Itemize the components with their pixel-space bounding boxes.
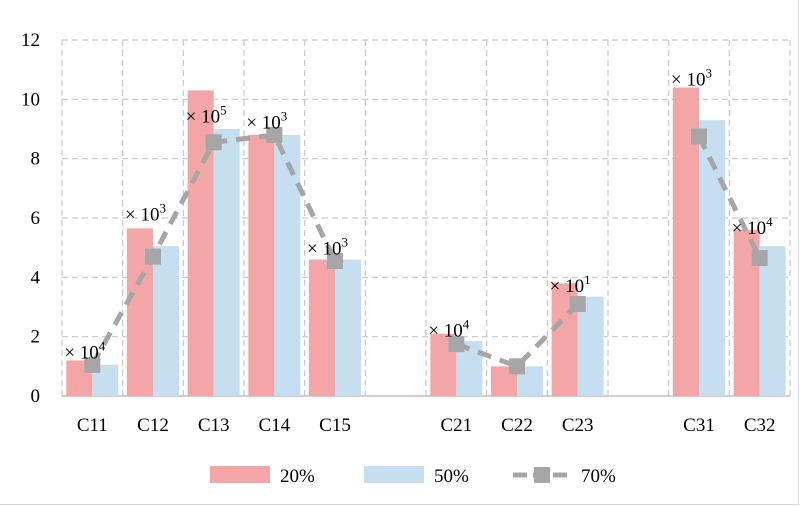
bar-50-c12 [153,246,179,396]
gridlines [61,39,791,397]
annotation-c14: × 103 [246,109,287,134]
annotation-c21: × 104 [428,316,469,341]
y-tick-label: 0 [31,386,41,407]
annotation-c32: × 104 [732,214,773,239]
marker-70-c22 [509,358,525,375]
annotation-c23: × 101 [550,272,591,297]
y-tick-label: 4 [31,267,41,288]
x-tick-label: C31 [683,415,715,436]
annotation-c15: × 103 [307,235,348,260]
x-tick-label: C13 [198,415,230,436]
x-tick-label: C12 [137,415,169,436]
marker-70-c31 [691,128,707,145]
y-tick-label: 10 [21,89,40,110]
marker-70-c11 [84,356,101,373]
legend-swatch-20 [210,466,270,483]
y-axis: 0 2 4 6 8 10 12 [21,30,41,407]
annotations: × 104 × 103 × 105 × 103 × 103 × 104 × 101 × 103… [64,66,773,364]
x-tick-label: C22 [501,415,533,436]
marker-70-c15 [327,253,343,270]
marker-70-c12 [145,248,161,265]
bar-50-c13 [213,129,240,396]
x-tick-label: C32 [744,415,776,436]
legend: 20% 50% 70% [210,466,616,487]
x-axis: C11 C12 C13 C14 C15 C21 C22 C23 C31 C32 [77,415,776,436]
bar-20-c15 [309,259,335,396]
y-tick-label: 8 [31,149,41,170]
x-tick-label: C15 [319,415,351,436]
legend-label-50: 50% [434,466,469,487]
x-tick-label: C11 [77,415,108,436]
series-70-line-segment [455,302,580,369]
legend-label-70: 70% [581,466,616,487]
y-tick-label: 6 [31,208,41,229]
bar-50-c23 [577,296,604,396]
annotation-c12: × 103 [125,201,166,226]
x-tick-label: C21 [440,415,472,436]
legend-marker-70 [534,467,550,483]
marker-70-c14 [266,126,283,143]
marker-70-c21 [448,336,465,353]
legend-label-20: 20% [280,466,315,487]
x-tick-label: C23 [562,415,594,436]
bar-50-c15 [335,259,361,396]
annotation-c31: × 103 [671,66,712,91]
x-tick-label: C14 [258,415,290,436]
legend-swatch-50 [364,466,424,483]
series-line [84,126,768,375]
marker-70-c23 [569,296,586,313]
annotation-c13: × 105 [186,103,227,128]
y-tick-label: 2 [31,327,41,348]
annotation-c11: × 104 [64,339,105,364]
bar-50-c32 [759,246,786,396]
bar-20-c14 [248,134,275,396]
y-tick-label: 12 [21,30,40,51]
marker-70-c13 [205,134,222,151]
marker-70-c32 [751,250,768,267]
bar-50-c14 [274,134,301,396]
